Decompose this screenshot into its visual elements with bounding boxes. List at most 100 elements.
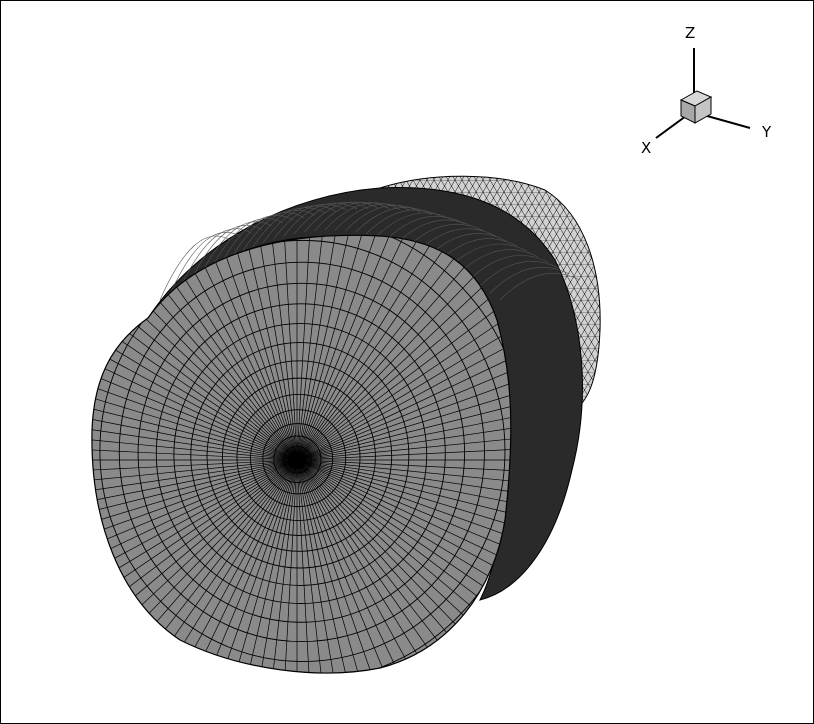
face-spoke-line [296, 235, 391, 461]
face-spoke-line [296, 235, 420, 461]
mesh-singularity-point [288, 451, 306, 469]
body-streak-line [396, 219, 475, 244]
face-spoke-line [296, 459, 511, 533]
face-spoke-line [91, 415, 298, 461]
body-streak-line [231, 212, 305, 257]
face-spoke-line [296, 235, 360, 461]
face-spoke-line [91, 459, 298, 601]
body-streak-line [273, 203, 347, 240]
face-spoke-line [91, 373, 298, 461]
face-spoke-line [91, 401, 298, 461]
body-streak-line [407, 223, 485, 248]
face-spoke-line [296, 235, 474, 461]
face-ring-line [236, 394, 361, 522]
face-spoke-line [91, 459, 298, 613]
body-streak-line [252, 207, 326, 248]
face-spoke-line [296, 235, 448, 461]
z-axis-label: Z [685, 24, 695, 42]
face-spoke-line [91, 459, 298, 490]
face-spoke-line [296, 459, 511, 561]
face-spoke-line [296, 283, 511, 461]
face-spoke-line [296, 444, 511, 461]
face-spoke-line [91, 307, 298, 461]
face-spoke-line [91, 387, 298, 461]
face-ring-line [155, 303, 446, 604]
y-axis-line [699, 113, 751, 129]
face-spoke-line [296, 430, 511, 461]
face-spoke-line [91, 459, 298, 588]
body-streak-line [355, 207, 432, 233]
face-spoke-line [91, 444, 298, 461]
face-ring-line [137, 282, 466, 623]
body-streak-line [499, 273, 581, 301]
body-streak-line [314, 201, 390, 231]
face-spoke-line [296, 319, 511, 461]
face-spoke-line [91, 459, 298, 575]
face-ring-line [273, 435, 322, 483]
x-axis-label: X [641, 139, 651, 157]
body-streak-line [489, 267, 570, 294]
face-spoke-line [219, 235, 298, 461]
face-spoke-line [91, 332, 298, 461]
face-spoke-line [91, 459, 298, 505]
face-ring-line [221, 377, 376, 536]
body-streak-line [211, 218, 284, 269]
x-axis-line [655, 115, 687, 139]
face-spoke-line [91, 345, 298, 461]
face-spoke-line [234, 235, 298, 461]
face-spoke-line [296, 235, 434, 461]
face-spoke-line [296, 235, 461, 461]
back-cap-triangles [380, 176, 601, 410]
face-spoke-line [249, 235, 298, 461]
body-streak-line [479, 261, 559, 287]
face-spoke-line [296, 235, 405, 461]
face-spoke-line [91, 459, 298, 476]
face-ring-line [282, 445, 312, 474]
face-spoke-line [296, 235, 329, 461]
triad-cube-icon [679, 90, 713, 124]
axis-triad: Z Y X [641, 24, 772, 157]
y-axis-label: Y [761, 123, 772, 141]
face-spoke-line [296, 459, 511, 519]
face-spoke-line [203, 459, 298, 673]
body-streak-line [324, 202, 400, 231]
face-spoke-line [91, 459, 298, 533]
face-spoke-line [296, 459, 511, 547]
face-spoke-line [296, 251, 498, 461]
front-face-mesh [91, 234, 512, 674]
body-grid-lines [159, 201, 581, 301]
body-streak-line [304, 201, 379, 233]
body-streak-line [386, 216, 464, 240]
body-streak-line [221, 215, 294, 263]
body-streak-line [345, 205, 422, 231]
face-spoke-line [91, 459, 298, 547]
face-spoke-line [265, 235, 298, 461]
face-spoke-line [296, 235, 375, 461]
face-ring-line [190, 342, 410, 569]
face-spoke-line [91, 459, 298, 519]
body-streak-line [468, 255, 549, 281]
body-streak-line [200, 221, 273, 275]
body-streak-line [262, 205, 337, 244]
face-ring-line [99, 239, 506, 662]
body-streak-line [190, 224, 262, 281]
face-ring-line [118, 261, 485, 643]
body-side-mesh [147, 187, 583, 601]
face-spoke-line [91, 319, 298, 461]
body-streak-line [159, 235, 231, 301]
face-spoke-line [91, 359, 298, 461]
face-spoke-line [296, 459, 511, 476]
body-streak-line [376, 212, 453, 237]
face-spoke-line [296, 415, 511, 461]
face-spoke-line [280, 235, 298, 461]
face-spoke-line [296, 459, 511, 601]
face-spoke-line [296, 387, 511, 461]
face-spoke-line [296, 459, 511, 505]
face-spoke-line [296, 235, 314, 461]
face-spoke-line [296, 459, 511, 490]
body-streak-line [242, 209, 315, 252]
front-face-grid [91, 235, 511, 673]
face-spoke-line [296, 272, 511, 461]
body-streak-line [170, 232, 241, 294]
